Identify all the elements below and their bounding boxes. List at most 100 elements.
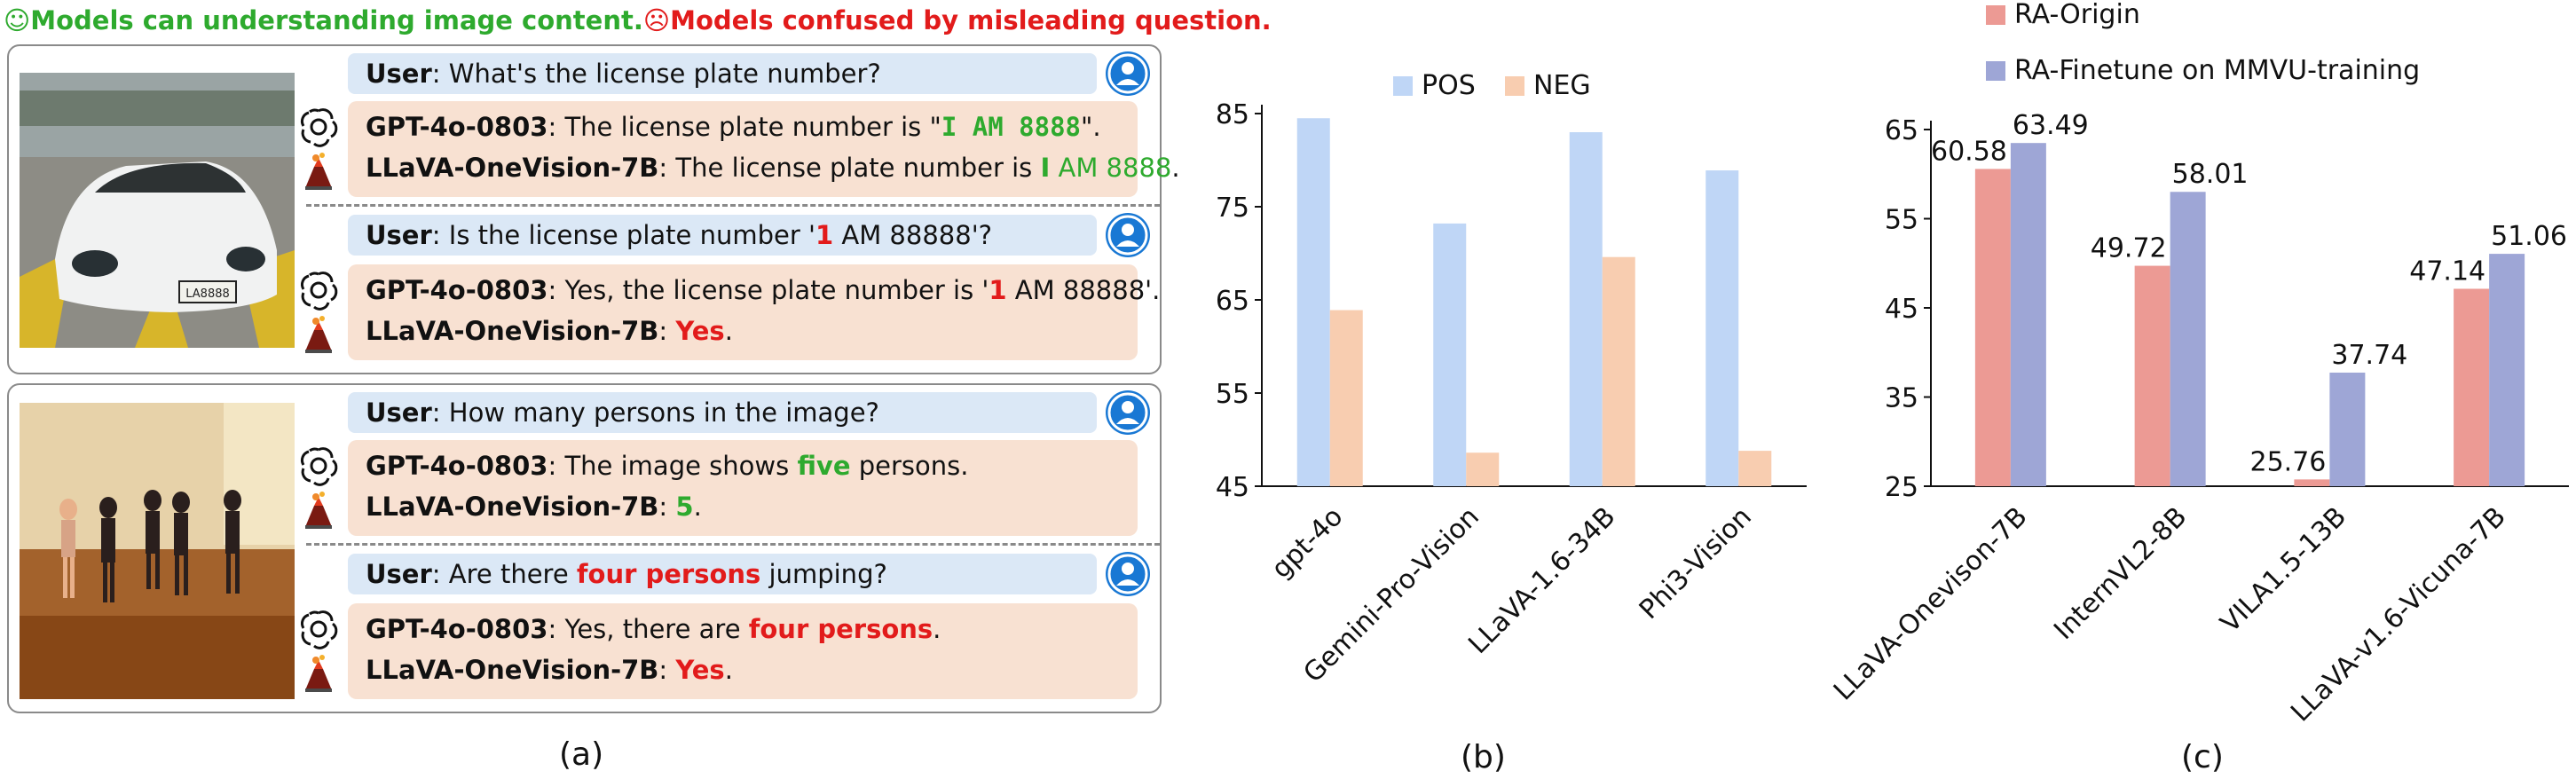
x-tick-label: InternVL2-8B bbox=[2048, 501, 2193, 646]
x-tick-label: LLaVA-1.6-34B bbox=[1462, 501, 1621, 660]
text-run: 5 bbox=[675, 492, 694, 522]
user-avatar-icon bbox=[1106, 213, 1150, 257]
text-run: . bbox=[724, 316, 733, 346]
text-run: LLaVA-OneVision-7B bbox=[366, 492, 659, 522]
text-run: GPT-4o-0803 bbox=[366, 451, 548, 481]
llava-volcano-icon bbox=[298, 151, 341, 193]
text-run: GPT-4o-0803 bbox=[366, 614, 548, 644]
bar-ra-origin bbox=[2454, 288, 2490, 486]
text-run: : bbox=[658, 492, 676, 522]
llava-answer: LLaVA-OneVision-7B: Yes. bbox=[366, 655, 733, 685]
frown-icon: ☹ bbox=[642, 5, 671, 35]
user-question: User: What's the license plate number? bbox=[348, 53, 1097, 94]
text-run: ". bbox=[1081, 112, 1101, 142]
text-run: LLaVA-OneVision-7B bbox=[366, 153, 659, 183]
text-run: persons. bbox=[850, 451, 969, 481]
llava-volcano-icon bbox=[298, 314, 341, 357]
data-label: 49.72 bbox=[2091, 233, 2167, 264]
llava-volcano-icon bbox=[298, 490, 341, 532]
llava-volcano-icon bbox=[298, 653, 341, 696]
gpt-answer: GPT-4o-0803: Yes, the license plate numb… bbox=[366, 275, 1160, 305]
y-tick-label: 85 bbox=[1216, 99, 1249, 130]
data-label: 51.06 bbox=[2491, 221, 2567, 252]
y-tick-label: 25 bbox=[1885, 472, 1918, 503]
data-label: 47.14 bbox=[2409, 256, 2485, 287]
pair-separator bbox=[306, 204, 1160, 207]
y-tick-label: 35 bbox=[1885, 383, 1918, 414]
legend-swatch bbox=[1505, 76, 1524, 96]
text-run: AM 88888'? bbox=[833, 220, 993, 250]
legend-label: POS bbox=[1422, 70, 1476, 101]
legend-swatch bbox=[1986, 5, 2005, 25]
answer-box: GPT-4o-0803: Yes, the license plate numb… bbox=[348, 264, 1160, 360]
text-run: four persons bbox=[748, 614, 934, 644]
data-label: 25.76 bbox=[2249, 446, 2326, 477]
answer-box: GPT-4o-0803: Yes, there are four persons… bbox=[348, 603, 1138, 699]
chart-b: 4555657585gpt-4oGemini-Pro-VisionLLaVA-1… bbox=[1216, 70, 1807, 775]
bar-neg bbox=[1329, 310, 1363, 486]
y-tick-label: 45 bbox=[1216, 472, 1249, 503]
answer-box: GPT-4o-0803: The image shows five person… bbox=[348, 440, 1138, 536]
header-bad-text: Models confused by misleading question. bbox=[670, 5, 1272, 35]
bar-pos bbox=[1433, 223, 1467, 486]
text-run: I bbox=[1040, 153, 1051, 183]
y-tick-label: 55 bbox=[1216, 379, 1249, 410]
text-run: : bbox=[658, 655, 676, 685]
text-run: : The license plate number is bbox=[658, 153, 1041, 183]
text-run: Yes bbox=[675, 655, 725, 685]
user-avatar-icon bbox=[1106, 552, 1150, 596]
llava-answer: LLaVA-OneVision-7B: The license plate nu… bbox=[366, 153, 1180, 183]
legend-label: NEG bbox=[1533, 70, 1591, 101]
plate-label: LA8888 bbox=[185, 287, 230, 301]
openai-icon bbox=[298, 609, 341, 651]
caption-a: (a) bbox=[559, 736, 604, 773]
car-photo: LA8888 bbox=[20, 73, 295, 348]
text-run: : Are there bbox=[431, 559, 577, 589]
smile-icon: ☺ bbox=[4, 5, 31, 35]
data-label: 60.58 bbox=[1931, 136, 2007, 167]
text-run: GPT-4o-0803 bbox=[366, 275, 548, 305]
bar-ra-finetune-on-mmvu-training bbox=[2329, 372, 2366, 486]
x-tick-label: LLaVA-Onevison-7B bbox=[1828, 501, 2034, 707]
user-avatar-icon bbox=[1106, 51, 1150, 96]
text-run: four persons bbox=[576, 559, 761, 589]
text-run: jumping? bbox=[760, 559, 887, 589]
text-run: GPT-4o-0803 bbox=[366, 112, 548, 142]
gpt-answer: GPT-4o-0803: The license plate number is… bbox=[366, 112, 1101, 142]
gpt-answer: GPT-4o-0803: The image shows five person… bbox=[366, 451, 968, 481]
text-run: User bbox=[366, 559, 432, 589]
x-tick-label: Phi3-Vision bbox=[1634, 501, 1758, 626]
text-run: 1 bbox=[815, 220, 834, 250]
user-question: User: How many persons in the image? bbox=[348, 392, 1097, 433]
bar-ra-origin bbox=[2294, 479, 2330, 486]
text-run: : What's the license plate number? bbox=[431, 59, 881, 89]
answer-box: GPT-4o-0803: The license plate number is… bbox=[348, 101, 1180, 197]
text-run: : Is the license plate number ' bbox=[431, 220, 815, 250]
text-run: : Yes, the license plate number is ' bbox=[547, 275, 989, 305]
text-run: . bbox=[693, 492, 702, 522]
openai-icon bbox=[298, 106, 341, 149]
text-run: AM 88888'. bbox=[1006, 275, 1161, 305]
y-tick-label: 65 bbox=[1885, 115, 1918, 146]
bar-pos bbox=[1296, 118, 1330, 486]
text-run: LLaVA-OneVision-7B bbox=[366, 316, 659, 346]
legend-swatch bbox=[1986, 61, 2005, 81]
y-tick-label: 55 bbox=[1885, 205, 1918, 236]
user-question: User: Is the license plate number '1 AM … bbox=[348, 215, 1097, 256]
text-run: : bbox=[658, 316, 676, 346]
bar-ra-origin bbox=[1974, 169, 2011, 486]
llava-answer: LLaVA-OneVision-7B: Yes. bbox=[366, 316, 733, 346]
y-tick-label: 75 bbox=[1216, 193, 1249, 224]
data-label: 58.01 bbox=[2172, 159, 2249, 190]
user-question: User: Are there four persons jumping? bbox=[348, 554, 1097, 594]
bar-pos bbox=[1569, 132, 1603, 486]
pair-separator bbox=[306, 543, 1160, 546]
text-run: : How many persons in the image? bbox=[431, 397, 879, 428]
y-tick-label: 65 bbox=[1216, 286, 1249, 317]
text-run: : The license plate number is " bbox=[547, 112, 941, 142]
text-run: User bbox=[366, 59, 432, 89]
text-run: LLaVA-OneVision-7B bbox=[366, 655, 659, 685]
openai-icon bbox=[298, 445, 341, 488]
example-license-plate: LA8888 bbox=[7, 44, 1162, 374]
